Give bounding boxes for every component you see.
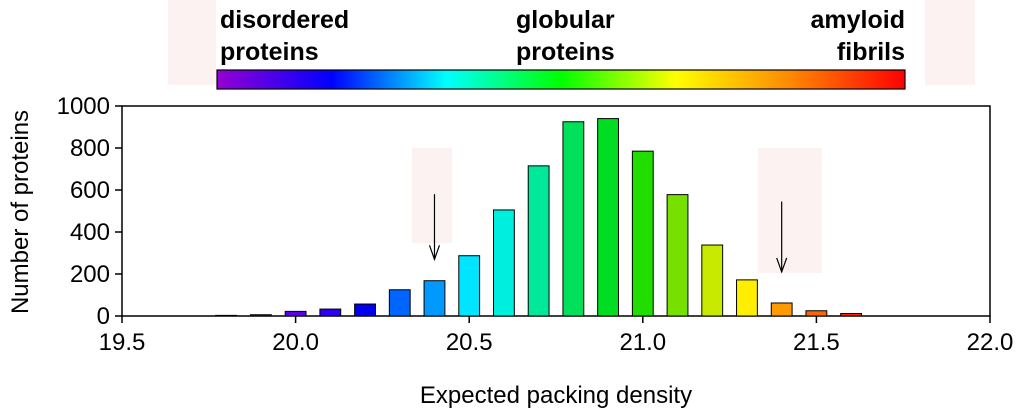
bg-highlight-arrow-left — [412, 148, 452, 243]
bar-20-3 — [388, 289, 411, 317]
bar-21-2 — [701, 244, 724, 317]
colorbar — [216, 69, 906, 90]
bg-highlight-left — [168, 0, 216, 85]
bar-20-2 — [354, 303, 376, 317]
y-tick-label: 0 — [97, 303, 110, 330]
x-tick-label: 19.5 — [99, 329, 146, 356]
y-tick-label: 1000 — [57, 93, 110, 120]
y-tick-label: 600 — [70, 177, 110, 204]
colorbar-label-disordered-line2: proteins — [220, 38, 319, 66]
colorbar-label-amyloid-line2: fibrils — [837, 38, 905, 66]
bar-21 — [631, 150, 654, 317]
annotation-arrow-1 — [428, 194, 441, 262]
bar-19-9 — [249, 314, 272, 317]
x-tick-label: 21.5 — [793, 329, 840, 356]
bar-20-9 — [597, 118, 619, 317]
x-tick-label: 20.5 — [446, 329, 493, 356]
annotation-arrow-2 — [776, 201, 788, 274]
bar-20 — [284, 310, 307, 317]
bg-highlight-right — [925, 0, 975, 85]
y-axis-title: Number of proteins — [7, 110, 34, 314]
colorbar-label-globular-line2: proteins — [516, 38, 615, 66]
bar-20-7 — [527, 165, 550, 317]
annotations-layer — [428, 194, 788, 274]
colorbar-label-disordered-line1: disordered — [220, 6, 349, 34]
plot-frame — [121, 105, 991, 317]
x-tick-label: 22.0 — [967, 329, 1014, 356]
bar-19-8 — [215, 314, 238, 317]
ticks-layer: 19.5 20.0 20.5 21.0 21.5 22.0 0 200 400 600 800 100… — [57, 93, 1014, 356]
bar-20-8 — [562, 121, 585, 317]
bar-20-6 — [493, 209, 515, 317]
bar-21-5 — [805, 310, 828, 317]
x-axis-title: Expected packing density — [420, 382, 692, 409]
bar-21-4 — [770, 302, 793, 317]
bar-21-1 — [666, 194, 689, 317]
x-tick-label: 20.0 — [272, 329, 319, 356]
colorbar-label-amyloid-line1: amyloid — [811, 6, 905, 34]
bar-20-4 — [423, 280, 446, 317]
y-tick-label: 800 — [70, 135, 110, 162]
bg-highlight-arrow-right — [758, 148, 822, 273]
bars-layer — [215, 118, 863, 317]
bar-21-6 — [840, 312, 863, 317]
y-tick-label: 400 — [70, 219, 110, 246]
bar-20-5 — [458, 255, 481, 317]
bar-21-3 — [736, 279, 758, 317]
colorbar-label-globular-line1: globular — [516, 6, 615, 34]
bar-20-1 — [319, 308, 342, 317]
y-tick-label: 200 — [70, 261, 110, 288]
x-tick-label: 21.0 — [619, 329, 666, 356]
